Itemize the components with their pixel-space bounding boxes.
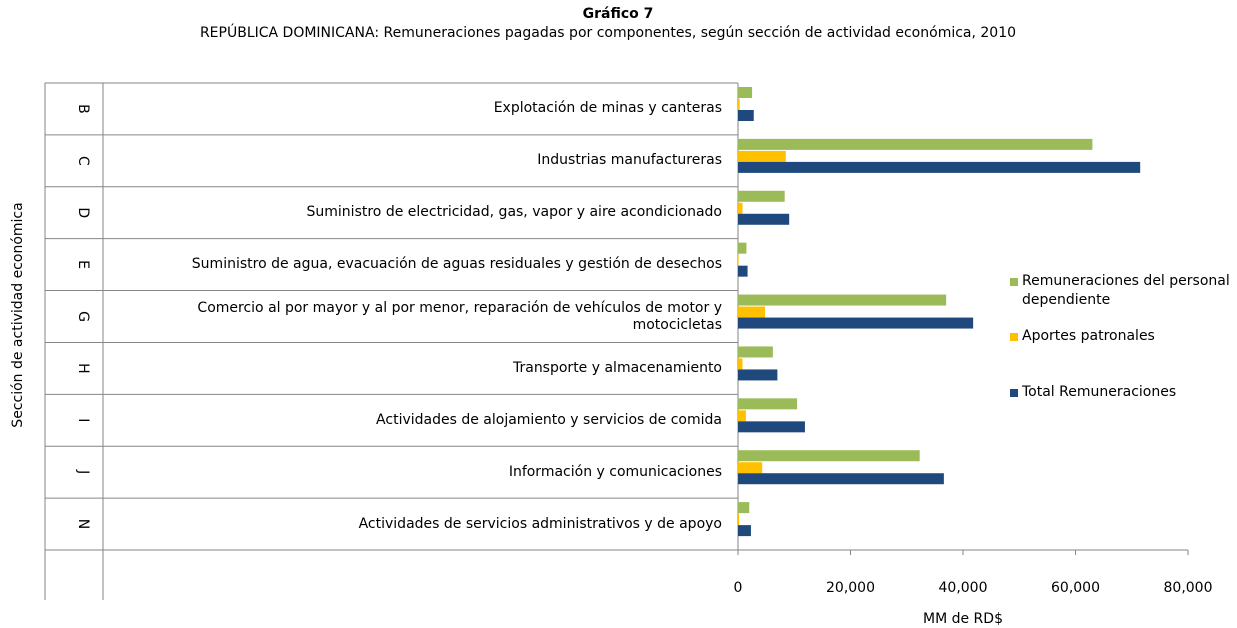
bar: [738, 294, 947, 306]
bar: [738, 254, 739, 266]
bar: [738, 525, 751, 537]
category-code: N: [75, 519, 91, 529]
bar: [738, 421, 805, 433]
category-code: J: [75, 469, 91, 474]
x-tick-label: 80,000: [1164, 580, 1213, 596]
category-label: Explotación de minas y canteras: [493, 100, 722, 117]
category-code: C: [75, 156, 91, 166]
category-label: Actividades de alojamiento y servicios d…: [376, 411, 722, 428]
category-code: G: [75, 311, 91, 322]
bar: [738, 450, 920, 462]
category-label: Suministro de electricidad, gas, vapor y…: [306, 204, 722, 221]
y-axis-label: Sección de actividad económica: [10, 202, 26, 427]
bar: [738, 190, 785, 202]
legend-swatch: [1010, 333, 1018, 341]
bar: [738, 265, 748, 277]
chart-subtitle: REPÚBLICA DOMINICANA: Remuneraciones pag…: [199, 25, 1017, 41]
bar: [738, 410, 746, 422]
legend-label: Aportes patronales: [1022, 328, 1155, 344]
chart-title: Gráfico 7: [582, 6, 654, 22]
category-code: D: [75, 207, 91, 218]
bar: [738, 358, 743, 370]
legend-swatch: [1010, 278, 1018, 286]
bar: [738, 138, 1093, 150]
bar: [738, 398, 798, 410]
category-code: I: [75, 418, 91, 422]
bar: [738, 242, 747, 254]
category-code: B: [75, 104, 91, 114]
bar: [738, 473, 944, 485]
category-label: Suministro de agua, evacuación de aguas …: [191, 256, 722, 273]
category-label: Comercio al por mayor y al por menor, re…: [197, 299, 722, 333]
bar: [738, 150, 786, 162]
bar: [738, 369, 778, 381]
bar: [738, 110, 754, 121]
category-code: H: [75, 363, 91, 374]
bar: [738, 502, 750, 514]
bar: [738, 87, 753, 98]
x-tick-label: 20,000: [826, 580, 875, 596]
category-label: Información y comunicaciones: [508, 463, 722, 480]
x-axis-label: MM de RD$: [923, 611, 1003, 627]
category-label: Industrias manufactureras: [537, 152, 722, 169]
bar: [738, 306, 765, 318]
x-tick-label: 0: [734, 580, 743, 596]
bar: [738, 317, 974, 329]
legend-swatch: [1010, 389, 1018, 397]
legend-label: Total Remuneraciones: [1022, 384, 1177, 400]
bar: [738, 161, 1141, 173]
bar: [738, 346, 773, 358]
bar: [738, 213, 790, 225]
bar: [738, 202, 743, 214]
bar: [738, 99, 740, 110]
legend-label: Remuneraciones del personal dependiente: [1022, 273, 1230, 308]
bar: [738, 462, 763, 474]
category-label: Actividades de servicios administrativos…: [358, 515, 722, 532]
x-tick-label: 40,000: [939, 580, 988, 596]
x-tick-label: 60,000: [1051, 580, 1100, 596]
category-code: E: [75, 260, 91, 269]
category-label: Transporte y almacenamiento: [512, 359, 722, 376]
bar: [738, 514, 740, 526]
